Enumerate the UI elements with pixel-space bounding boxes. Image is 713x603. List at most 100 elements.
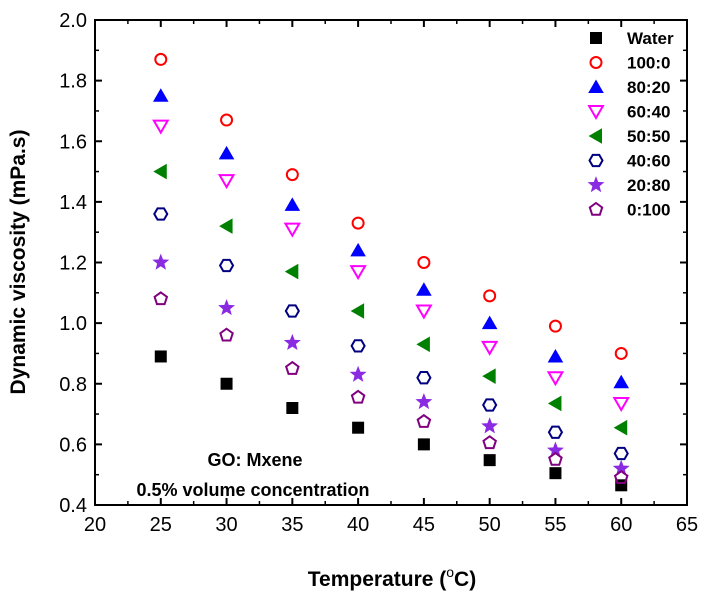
data-point-0-100 bbox=[219, 327, 234, 342]
legend: Water 100:0 80:20 60:40 50:50 40:60 20:80 0:100 bbox=[587, 29, 674, 220]
data-point-40-60 bbox=[482, 398, 498, 412]
data-point-20-80 bbox=[152, 253, 170, 270]
data-point-50-50 bbox=[613, 419, 628, 436]
data-point-50-50 bbox=[219, 218, 233, 234]
legend-label-100-0: 100:0 bbox=[627, 54, 670, 73]
data-point-100-0 bbox=[351, 216, 365, 230]
data-point-80-20 bbox=[416, 282, 432, 296]
data-point-0-100 bbox=[548, 451, 563, 466]
annotation-line-2: 0.5% volume concentration bbox=[136, 480, 369, 500]
data-point-80-20 bbox=[613, 374, 630, 389]
data-point-50-50 bbox=[284, 263, 299, 280]
data-point-60-40 bbox=[481, 340, 499, 356]
data-point-100-0 bbox=[285, 168, 299, 182]
data-point-0-100 bbox=[416, 413, 432, 428]
data-point-water bbox=[352, 421, 365, 434]
data-point-80-20 bbox=[350, 242, 366, 257]
data-point-water bbox=[483, 454, 496, 467]
y-tick-label: 2.0 bbox=[59, 10, 87, 32]
y-tick-label: 1.4 bbox=[59, 192, 87, 214]
data-point-20-80 bbox=[218, 299, 236, 316]
data-point-0-100 bbox=[613, 469, 629, 484]
data-point-water bbox=[615, 479, 628, 492]
data-point-40-60 bbox=[153, 207, 169, 221]
legend-marker-0-100 bbox=[588, 201, 604, 216]
y-tick-label: 1.0 bbox=[59, 313, 87, 335]
x-tick-label: 25 bbox=[150, 514, 172, 536]
data-point-0-100 bbox=[350, 389, 366, 404]
data-point-60-40 bbox=[283, 222, 301, 238]
legend-label-50-50: 50:50 bbox=[627, 127, 670, 146]
data-point-80-20 bbox=[152, 88, 169, 102]
legend-marker-40-60 bbox=[588, 153, 604, 168]
data-point-0-100 bbox=[482, 435, 498, 450]
y-tick-label: 1.6 bbox=[59, 131, 87, 153]
data-point-40-60 bbox=[284, 304, 300, 318]
x-axis-title: Temperature (oC) bbox=[308, 564, 476, 591]
data-point-80-20 bbox=[218, 145, 235, 160]
data-point-80-20 bbox=[547, 348, 564, 363]
x-tick-label: 40 bbox=[347, 514, 369, 536]
legend-label-80-20: 80:20 bbox=[627, 78, 670, 97]
data-point-100-0 bbox=[483, 289, 497, 303]
data-point-100-0 bbox=[614, 346, 628, 360]
y-tick-label: 1.2 bbox=[59, 253, 87, 275]
data-point-20-80 bbox=[283, 333, 301, 351]
data-point-40-60 bbox=[613, 446, 629, 461]
data-point-20-80 bbox=[612, 459, 630, 476]
data-point-20-80 bbox=[349, 365, 367, 382]
legend-marker-100-0 bbox=[589, 56, 603, 69]
data-point-0-100 bbox=[284, 360, 300, 375]
legend-marker-60-40 bbox=[587, 105, 605, 120]
legend-label-60-40: 60:40 bbox=[627, 103, 670, 122]
data-point-100-0 bbox=[417, 256, 431, 269]
y-tick-label: 1.8 bbox=[59, 71, 87, 93]
data-point-water bbox=[220, 377, 233, 390]
data-point-60-40 bbox=[217, 174, 236, 190]
data-point-100-0 bbox=[154, 52, 168, 66]
data-point-60-40 bbox=[546, 371, 565, 387]
x-tick-label: 60 bbox=[610, 514, 632, 536]
data-point-40-60 bbox=[416, 371, 432, 385]
x-tick-label: 30 bbox=[215, 514, 237, 536]
legend-label-water: Water bbox=[627, 29, 674, 48]
data-point-60-40 bbox=[612, 396, 630, 412]
data-point-60-40 bbox=[349, 265, 367, 281]
data-point-40-60 bbox=[350, 339, 366, 353]
data-point-50-50 bbox=[547, 395, 562, 412]
data-point-50-50 bbox=[153, 163, 167, 180]
data-point-50-50 bbox=[416, 336, 430, 353]
data-point-80-20 bbox=[284, 197, 301, 211]
data-point-100-0 bbox=[548, 319, 562, 333]
data-point-20-80 bbox=[481, 417, 499, 434]
y-tick-label: 0.8 bbox=[59, 374, 87, 396]
annotation-line-1: GO: Mxene bbox=[207, 450, 302, 470]
data-marks-layer bbox=[152, 52, 630, 492]
data-point-40-60 bbox=[547, 425, 564, 439]
legend-marker-80-20 bbox=[588, 79, 604, 93]
data-point-50-50 bbox=[482, 368, 496, 384]
legend-label-0-100: 0:100 bbox=[627, 201, 670, 220]
legend-marker-20-80 bbox=[587, 176, 605, 193]
data-point-80-20 bbox=[481, 315, 498, 330]
x-tick-label: 50 bbox=[479, 514, 501, 536]
x-axis-degree: o bbox=[446, 564, 454, 580]
data-point-water bbox=[417, 438, 430, 451]
data-point-water bbox=[154, 350, 167, 363]
data-point-40-60 bbox=[218, 258, 235, 273]
data-point-0-100 bbox=[153, 291, 169, 306]
data-point-50-50 bbox=[350, 303, 365, 319]
data-point-20-80 bbox=[546, 441, 564, 458]
x-axis-title-main: Temperature ( bbox=[308, 568, 446, 591]
data-point-20-80 bbox=[415, 393, 433, 410]
data-point-100-0 bbox=[220, 113, 234, 127]
y-axis-title: Dynamic viscosity (mPa.s) bbox=[7, 130, 30, 395]
axes-layer: 20 25 30 35 40 45 50 55 60 65 0.4 0.6 0.8 1.0 1.2 1.4 1.… bbox=[59, 10, 698, 536]
y-tick-label: 0.4 bbox=[59, 495, 87, 517]
x-tick-label: 35 bbox=[281, 514, 303, 536]
data-point-60-40 bbox=[415, 304, 433, 320]
data-point-water bbox=[549, 467, 562, 480]
data-point-60-40 bbox=[152, 119, 170, 135]
y-tick-label: 0.6 bbox=[59, 434, 87, 456]
